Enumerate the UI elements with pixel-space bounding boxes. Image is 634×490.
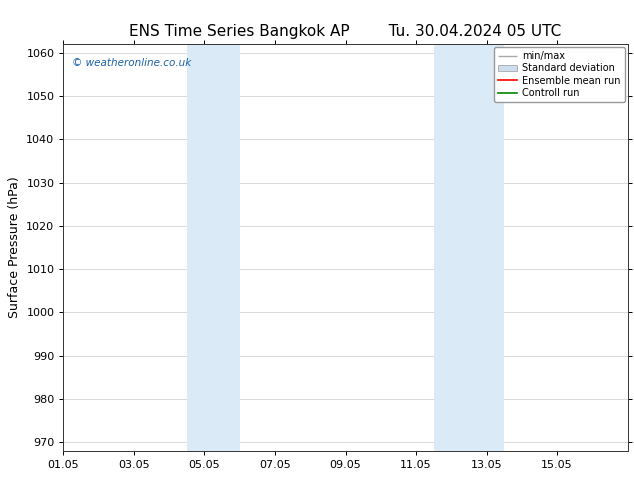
Bar xyxy=(187,44,240,451)
Title: ENS Time Series Bangkok AP        Tu. 30.04.2024 05 UTC: ENS Time Series Bangkok AP Tu. 30.04.202… xyxy=(129,24,562,39)
Y-axis label: Surface Pressure (hPa): Surface Pressure (hPa) xyxy=(8,176,21,318)
Text: © weatheronline.co.uk: © weatheronline.co.uk xyxy=(72,58,191,68)
Legend: min/max, Standard deviation, Ensemble mean run, Controll run: min/max, Standard deviation, Ensemble me… xyxy=(494,47,624,102)
Bar xyxy=(434,44,504,451)
